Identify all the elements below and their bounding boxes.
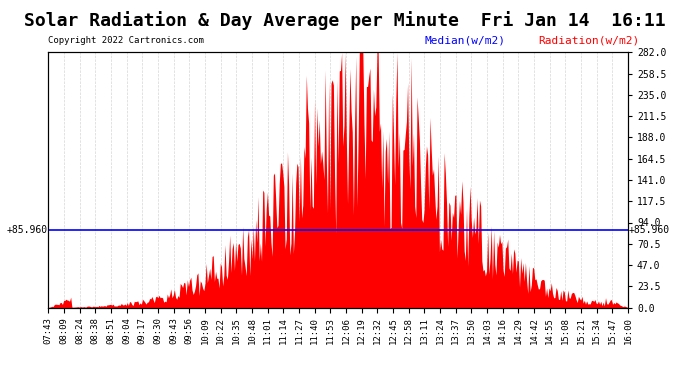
Text: +85.960: +85.960 [7, 225, 48, 235]
Text: +85.960: +85.960 [629, 225, 669, 235]
Text: Copyright 2022 Cartronics.com: Copyright 2022 Cartronics.com [48, 36, 204, 45]
Text: Radiation(w/m2): Radiation(w/m2) [538, 36, 640, 46]
Text: Solar Radiation & Day Average per Minute  Fri Jan 14  16:11: Solar Radiation & Day Average per Minute… [24, 11, 666, 30]
Text: Median(w/m2): Median(w/m2) [424, 36, 505, 46]
